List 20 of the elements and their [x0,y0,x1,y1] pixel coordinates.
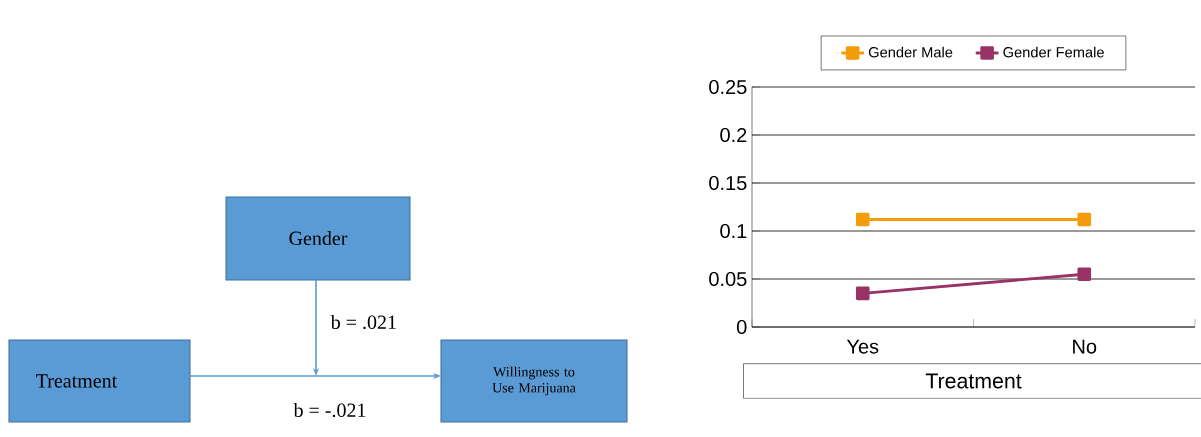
x-axis-title: Treatment [925,373,1022,389]
text: Gender [289,230,348,246]
point [855,212,870,227]
y-tick-label: 0.2 [720,127,747,143]
point [855,286,870,301]
y-tick-label: 0 [736,319,747,335]
legend-label: Gender Female [1003,46,1104,58]
y-tick-label: 0.05 [709,271,747,287]
y-tick-label: 0.25 [709,79,747,95]
point [1077,267,1092,282]
legend-label: Gender Male [868,46,953,58]
point [1077,212,1092,227]
text: Treatment [36,374,118,388]
y-tick-label: 0.15 [709,175,747,191]
x-tick-label: No [1073,339,1097,354]
x-tick-label: Yes [846,339,879,354]
text: b = .021 [330,314,396,330]
text: b = -.021 [293,402,366,418]
y-tick-label: 0.1 [720,223,747,239]
text: Willingness to Use Marijuana [492,366,576,396]
